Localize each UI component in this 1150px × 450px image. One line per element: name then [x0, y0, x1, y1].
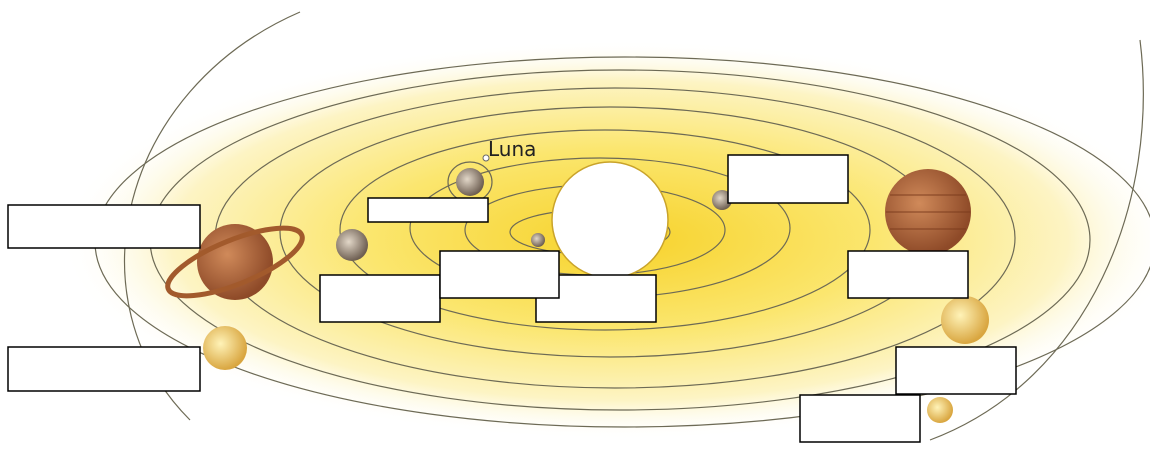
pluto — [927, 397, 953, 423]
answer-box[interactable] — [439, 250, 560, 299]
uranus — [941, 296, 989, 344]
moon — [482, 154, 490, 162]
mars — [336, 229, 368, 261]
jupiter-bands — [886, 194, 970, 230]
planets — [165, 154, 989, 423]
answer-box[interactable] — [319, 274, 441, 323]
answer-box[interactable] — [727, 154, 849, 204]
answer-box[interactable] — [7, 204, 201, 249]
saturn — [197, 224, 273, 300]
neptune — [203, 326, 247, 370]
answer-box[interactable] — [367, 197, 489, 223]
mercury — [531, 233, 545, 247]
answer-box[interactable] — [7, 346, 201, 392]
answer-boxes — [7, 154, 1017, 443]
sun — [551, 161, 669, 279]
earth — [456, 168, 484, 196]
venus — [712, 190, 732, 210]
saturn-ring — [165, 225, 305, 299]
answer-box[interactable] — [895, 346, 1017, 395]
answer-box[interactable] — [847, 250, 969, 299]
moon-label: Luna — [488, 137, 536, 161]
answer-box[interactable] — [799, 394, 921, 443]
